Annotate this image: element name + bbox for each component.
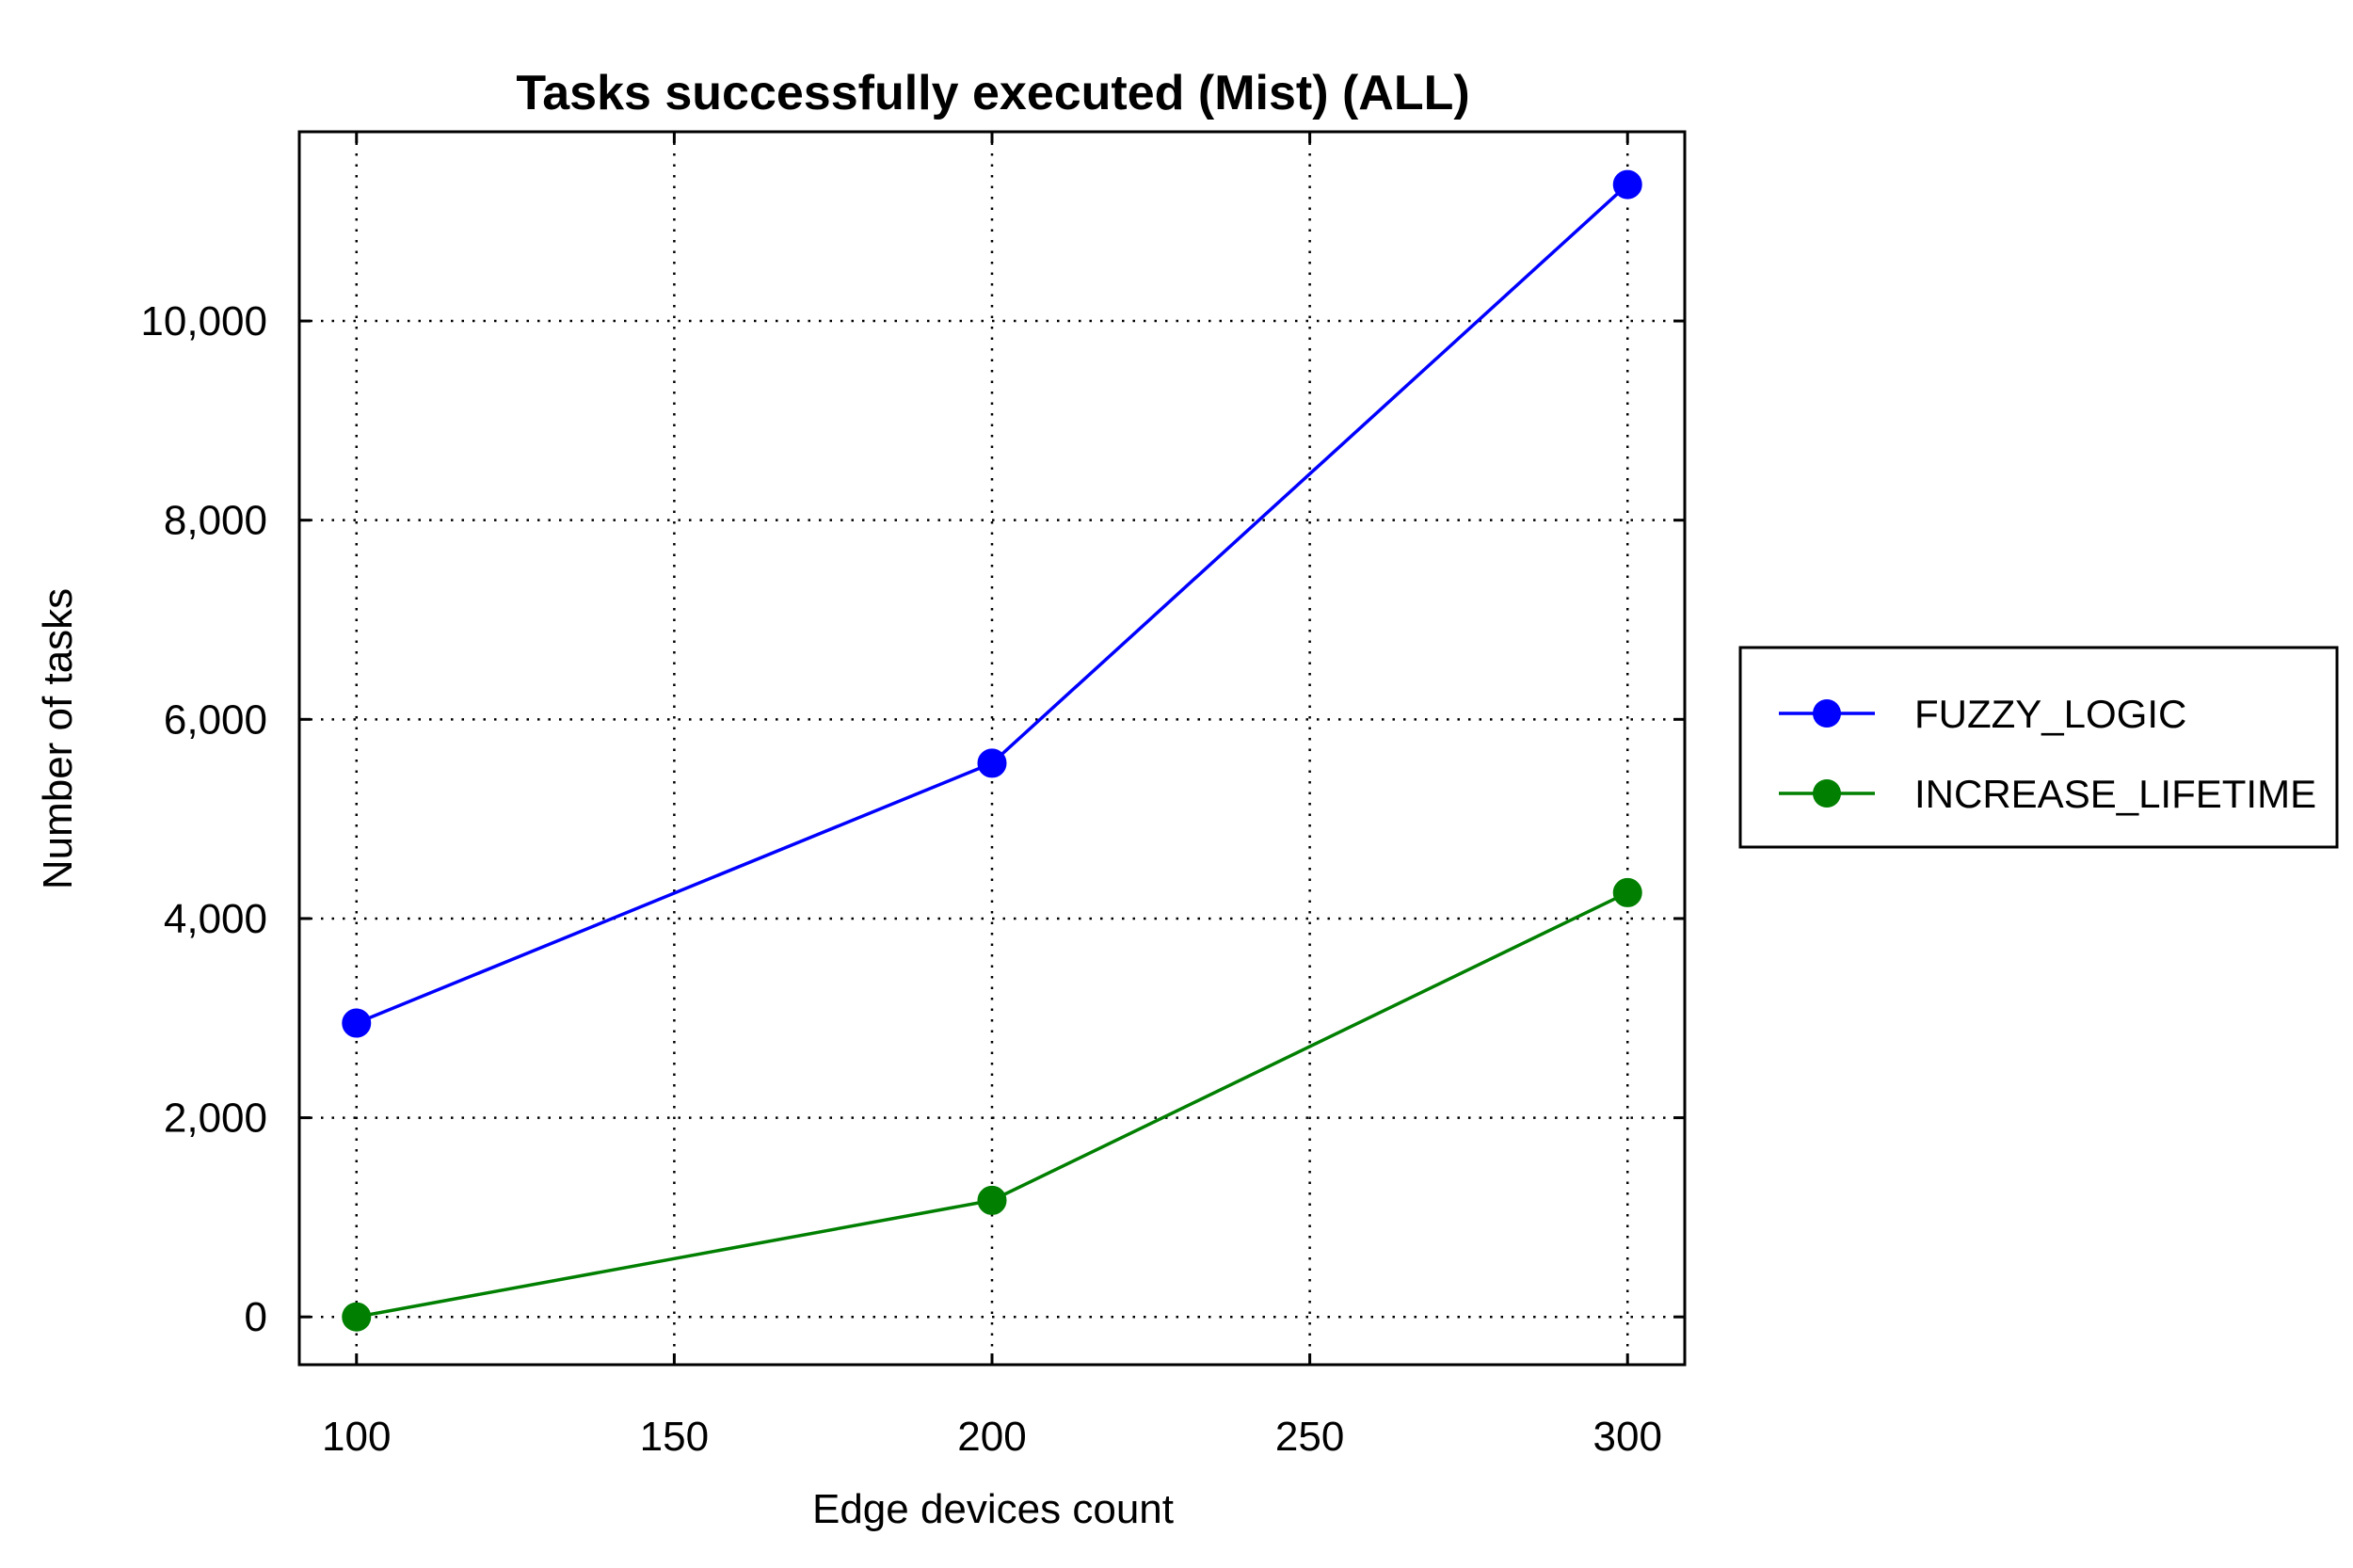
chart-title: Tasks successfully executed (Mist) (ALL): [516, 66, 1469, 120]
data-point-increase-lifetime: [977, 1185, 1007, 1215]
legend-marker: [1813, 699, 1841, 728]
y-tick-label: 10,000: [140, 298, 267, 344]
x-tick-label: 300: [1593, 1414, 1662, 1460]
legend-label: FUZZY_LOGIC: [1914, 692, 2186, 736]
x-tick-label: 200: [957, 1414, 1026, 1460]
x-tick-label: 100: [322, 1414, 391, 1460]
legend-box: [1738, 646, 2339, 849]
data-point-fuzzy-logic: [342, 1008, 372, 1038]
series-line-fuzzy-logic: [356, 183, 1629, 1025]
x-axis-label: Edge devices count: [812, 1486, 1174, 1532]
y-tick-label: 4,000: [164, 896, 267, 942]
y-tick-label: 2,000: [164, 1096, 267, 1142]
data-point-fuzzy-logic: [977, 748, 1007, 778]
legend-marker: [1813, 779, 1841, 808]
data-point-fuzzy-logic: [1612, 169, 1642, 200]
legend-label: INCREASE_LIFETIME: [1914, 772, 2316, 816]
axis-ticks: 100 150 200 250 300 0 2,000 4,000 6,000 8,000 10,0…: [140, 132, 1685, 1460]
legend: FUZZY_LOGIC INCREASE_LIFETIME: [1738, 646, 2339, 849]
y-tick-label: 8,000: [164, 498, 267, 544]
x-tick-label: 250: [1275, 1414, 1344, 1460]
grid-lines: [299, 132, 1685, 1365]
data-point-increase-lifetime: [1612, 877, 1642, 907]
y-tick-label: 0: [245, 1294, 267, 1340]
data-series: [342, 169, 1642, 1332]
data-point-increase-lifetime: [342, 1302, 372, 1332]
y-axis-label: Number of tasks: [35, 588, 81, 889]
x-tick-label: 150: [640, 1414, 709, 1460]
y-tick-label: 6,000: [164, 696, 267, 743]
